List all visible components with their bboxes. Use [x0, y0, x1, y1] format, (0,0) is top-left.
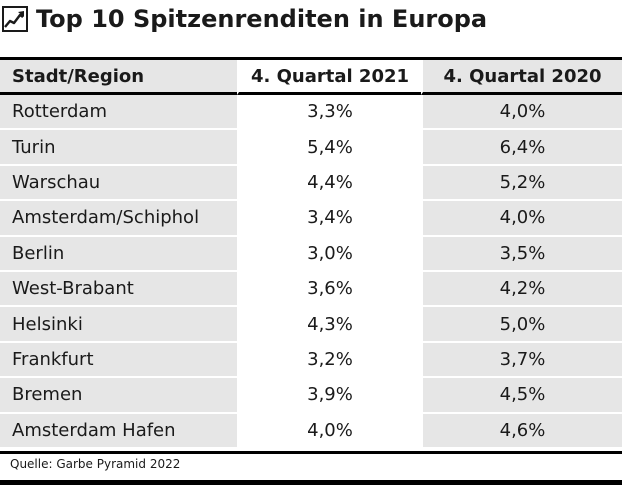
value-cell: 6,4%: [421, 130, 622, 166]
header-row: Stadt/Region 4. Quartal 2021 4. Quartal …: [0, 60, 622, 95]
table-body: Rotterdam 3,3% 4,0% Turin 5,4% 6,4% Warschau 4,…: [0, 95, 622, 449]
value-cell: 4,3%: [237, 307, 421, 343]
value-cell: 3,4%: [237, 201, 421, 237]
value-cell: 3,2%: [237, 342, 421, 379]
title-row: Top 10 Spitzenrenditen in Europa: [0, 0, 629, 38]
table-row: Rotterdam 3,3% 4,0%: [0, 95, 622, 131]
region-cell: Berlin: [0, 236, 237, 272]
page-bottom-rule: [0, 480, 622, 485]
value-cell: 4,0%: [237, 413, 421, 449]
table-row: Amsterdam/Schiphol 3,4% 4,0%: [0, 201, 622, 237]
table-row: Amsterdam Hafen 4,0% 4,6%: [0, 413, 622, 449]
value-cell: 4,6%: [421, 413, 622, 449]
table-bottom-rule: [0, 451, 622, 454]
region-cell: Warschau: [0, 165, 237, 202]
chart-title: Top 10 Spitzenrenditen in Europa: [36, 5, 488, 33]
value-cell: 3,6%: [237, 271, 421, 308]
value-cell: 5,0%: [421, 307, 622, 343]
table-row: Warschau 4,4% 5,2%: [0, 165, 622, 202]
table-container: Stadt/Region 4. Quartal 2021 4. Quartal …: [0, 57, 622, 449]
table-row: Bremen 3,9% 4,5%: [0, 378, 622, 414]
column-header: 4. Quartal 2021: [237, 60, 421, 95]
table-row: Berlin 3,0% 3,5%: [0, 236, 622, 272]
region-cell: Helsinki: [0, 307, 237, 343]
value-cell: 3,5%: [421, 236, 622, 272]
value-cell: 3,7%: [421, 342, 622, 379]
table-row: Turin 5,4% 6,4%: [0, 130, 622, 166]
value-cell: 3,3%: [237, 95, 421, 131]
region-cell: Amsterdam/Schiphol: [0, 201, 237, 237]
region-cell: Frankfurt: [0, 342, 237, 379]
region-cell: West-Brabant: [0, 271, 237, 308]
value-cell: 5,2%: [421, 165, 622, 202]
trend-chart-icon: [2, 6, 28, 32]
source-note: Quelle: Garbe Pyramid 2022: [10, 457, 181, 471]
region-cell: Bremen: [0, 378, 237, 414]
value-cell: 5,4%: [237, 130, 421, 166]
value-cell: 4,0%: [421, 201, 622, 237]
region-cell: Turin: [0, 130, 237, 166]
region-cell: Amsterdam Hafen: [0, 413, 237, 449]
table-row: West-Brabant 3,6% 4,2%: [0, 271, 622, 308]
column-header: Stadt/Region: [0, 60, 237, 95]
column-header: 4. Quartal 2020: [421, 60, 622, 95]
returns-table: Stadt/Region 4. Quartal 2021 4. Quartal …: [0, 60, 622, 449]
value-cell: 4,4%: [237, 165, 421, 202]
value-cell: 4,0%: [421, 95, 622, 131]
region-cell: Rotterdam: [0, 95, 237, 131]
value-cell: 4,2%: [421, 271, 622, 308]
table-row: Helsinki 4,3% 5,0%: [0, 307, 622, 343]
table-top-rule: [0, 57, 622, 60]
value-cell: 3,0%: [237, 236, 421, 272]
value-cell: 3,9%: [237, 378, 421, 414]
value-cell: 4,5%: [421, 378, 622, 414]
table-row: Frankfurt 3,2% 3,7%: [0, 342, 622, 379]
